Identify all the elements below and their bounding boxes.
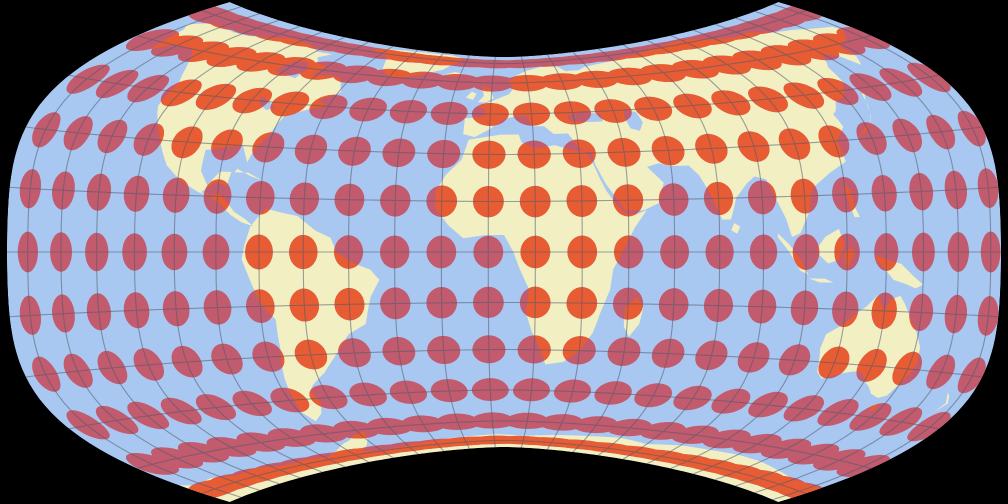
map-clip-group — [7, 2, 1001, 502]
graticule — [7, 3, 1001, 501]
graticule-lines — [7, 3, 1001, 501]
